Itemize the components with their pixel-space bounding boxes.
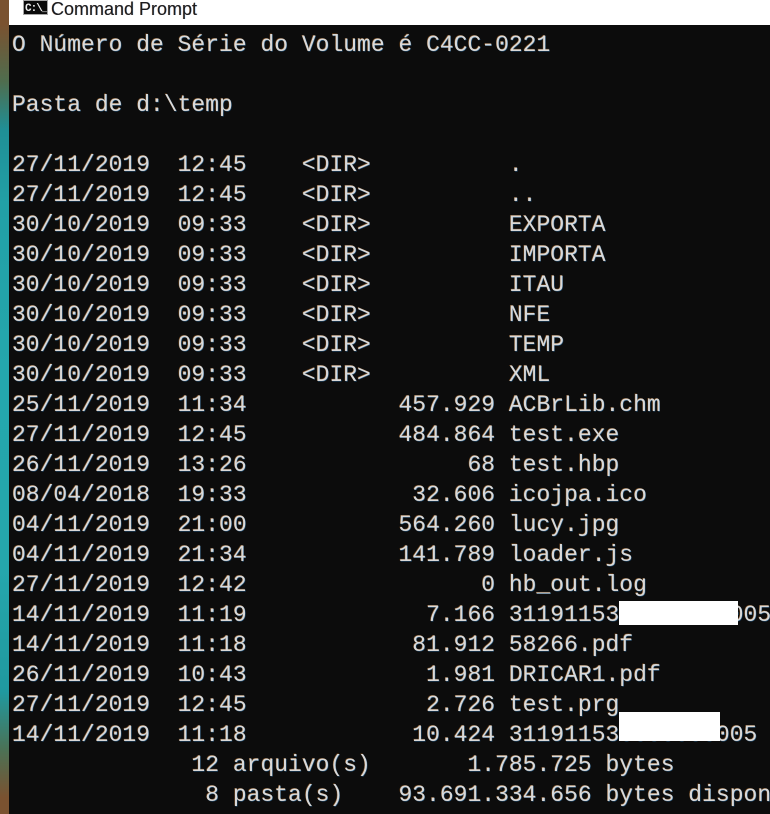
svg-text:C:\_: C:\_: [25, 3, 47, 14]
